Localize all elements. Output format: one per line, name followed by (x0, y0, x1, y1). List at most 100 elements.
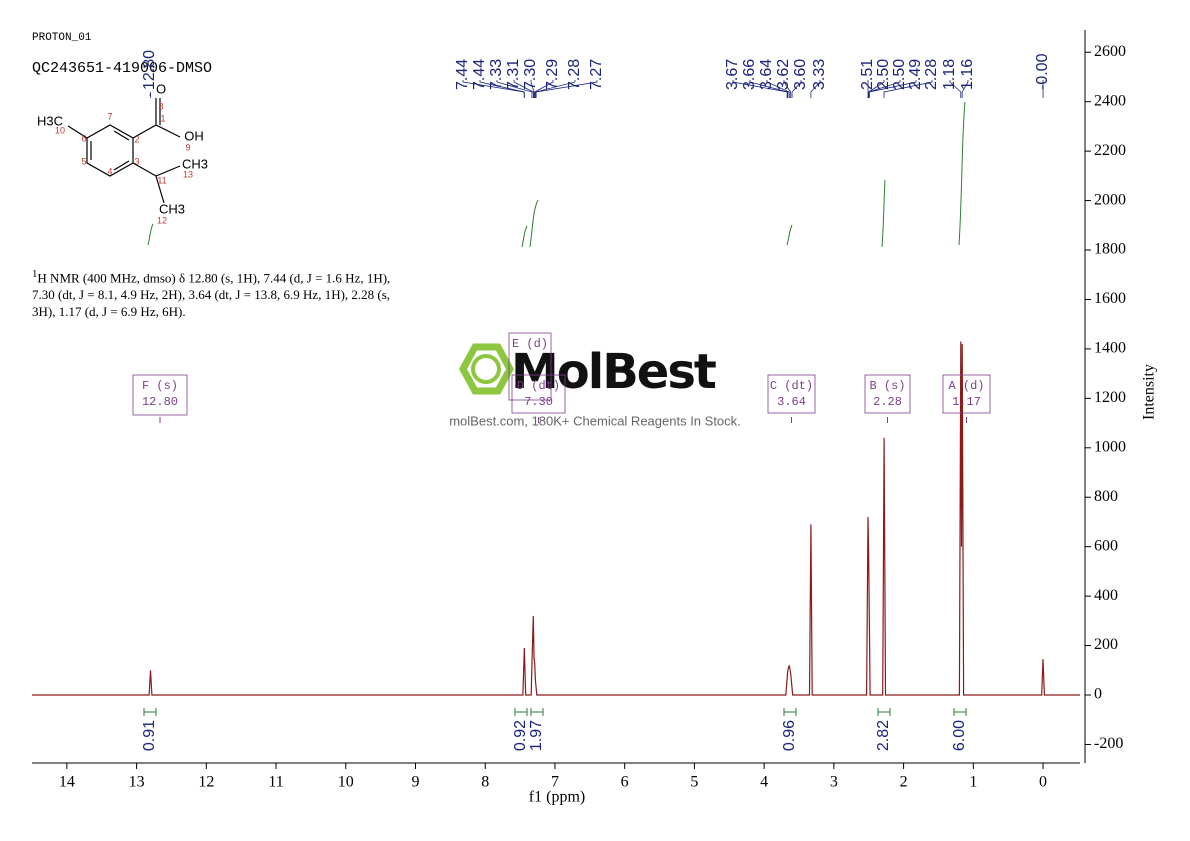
peak-connector (513, 80, 534, 98)
atom-label: 1 (160, 113, 165, 123)
y-tick-label: 1200 (1094, 389, 1126, 406)
x-tick-label: 10 (338, 774, 354, 791)
x-tick-label: 9 (411, 774, 419, 791)
y-tick-label: 2400 (1094, 92, 1126, 109)
y-tick-label: 1800 (1094, 241, 1126, 258)
x-tick-label: 8 (481, 774, 489, 791)
integral-bracket (530, 708, 544, 716)
peak-connector (149, 91, 151, 98)
peak-label: 7.29 (544, 59, 561, 90)
y-tick-label: 800 (1094, 488, 1118, 505)
x-tick-label: 1 (969, 774, 977, 791)
y-tick-label: 1000 (1094, 438, 1126, 455)
integral-label: 2.82 (875, 720, 892, 751)
multiplet-name: A (d) (948, 379, 984, 393)
integral-bracket (953, 708, 967, 716)
peak-connector (535, 80, 598, 98)
integral-label: 0.91 (141, 720, 158, 751)
multiplet-box (767, 374, 816, 414)
peak-connector (530, 80, 535, 98)
watermark-title: MolBest (511, 344, 716, 400)
peak-label: 1.16 (959, 59, 976, 90)
integral-curve (147, 223, 154, 246)
multiplet-shift: 2.28 (873, 395, 902, 409)
peak-connector (479, 80, 525, 98)
atom-label: 11 (157, 175, 166, 185)
logo-hexagon (459, 343, 514, 395)
x-tick-label: 4 (760, 774, 768, 791)
x-tick-label: 5 (690, 774, 698, 791)
y-tick-label: 2200 (1094, 142, 1126, 159)
y-tick-label: 200 (1094, 636, 1118, 653)
multiplet-shift: 1.17 (952, 395, 981, 409)
x-tick-label: 14 (59, 774, 75, 791)
integral-curves (147, 101, 966, 248)
peak-connector (791, 80, 802, 98)
peak-label: 12.80 (141, 50, 158, 90)
peak-connector (496, 80, 533, 98)
multiplet-box (864, 374, 911, 414)
multiplet-name: D (dt) (517, 379, 560, 393)
integral-curve (521, 225, 528, 248)
integral-label: 1.97 (528, 720, 545, 751)
multiplet-box (508, 332, 552, 401)
y-tick-label: -200 (1094, 735, 1123, 752)
nmr-description: 1H NMR (400 MHz, dmso) δ 12.80 (s, 1H), … (32, 266, 392, 320)
multiplet-name: C (dt) (770, 379, 813, 393)
multiplet-box (132, 374, 188, 416)
peak-connector (766, 80, 790, 98)
integral-bracket (877, 708, 891, 716)
watermark (459, 343, 514, 395)
atom-label: CH3 (182, 156, 208, 171)
atom-label: 8 (158, 101, 163, 111)
spectrum-line (32, 341, 1080, 696)
atom-label: 9 (185, 142, 190, 152)
x-tick-label: 13 (129, 774, 145, 791)
y-tick-label: 600 (1094, 537, 1118, 554)
atom-label: 10 (55, 125, 65, 135)
peak-label: 2.49 (907, 59, 924, 90)
integral-curve (881, 179, 886, 248)
multiplet-shift: 12.80 (142, 395, 178, 409)
experiment-name: PROTON_01 (32, 32, 92, 44)
peak-connector (868, 80, 901, 98)
peak-connector (961, 80, 969, 98)
peak-connector (783, 80, 792, 98)
logo-ring (471, 354, 501, 384)
watermark-subtitle: molBest.com, 180K+ Chemical Reagents In … (449, 413, 741, 428)
peak-label: 7.31 (505, 59, 522, 90)
x-tick-label: 2 (900, 774, 908, 791)
x-tick-label: 12 (198, 774, 214, 791)
atom-label: OH (184, 128, 204, 143)
peak-connector (810, 80, 821, 98)
atom-label: H3C (37, 113, 63, 128)
peak-connector (869, 80, 917, 98)
integral-bracket (514, 708, 528, 716)
peak-label: 2.50 (891, 59, 908, 90)
substituent-bonds (67, 98, 181, 204)
integral-label: 6.00 (951, 720, 968, 751)
peak-label: 1.18 (941, 59, 958, 90)
x-tick-label: 0 (1039, 774, 1047, 791)
peak-label: 3.62 (775, 59, 792, 90)
multiplet-shift: 7.30 (524, 395, 553, 409)
atom-label: CH3 (159, 201, 185, 216)
peak-label: 3.60 (792, 59, 809, 90)
x-tick-label: 11 (268, 774, 283, 791)
integral-curve (958, 101, 966, 246)
x-axis-label: f1 (ppm) (529, 789, 585, 806)
y-tick-label: 1600 (1094, 290, 1126, 307)
multiplet-name: F (s) (142, 379, 178, 393)
atom-label: O (156, 81, 166, 96)
y-tick-label: 1400 (1094, 340, 1126, 357)
x-tick-label: 3 (830, 774, 838, 791)
peak-connector (949, 80, 962, 98)
atom-label: 13 (183, 169, 193, 179)
peak-label: 2.28 (923, 59, 940, 90)
ring-double-bonds (90, 130, 130, 171)
x-tick-label: 6 (621, 774, 629, 791)
atom-label: 12 (157, 215, 167, 225)
peak-label: 3.66 (741, 59, 758, 90)
structure-bonds (67, 98, 181, 204)
